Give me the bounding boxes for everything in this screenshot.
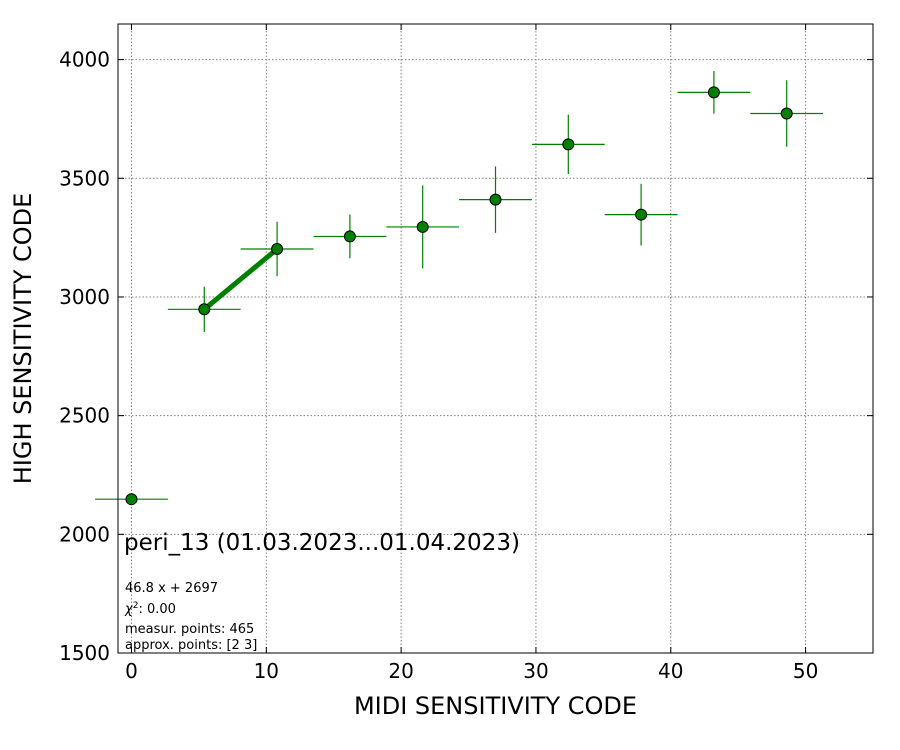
x-tick-label: 40 bbox=[658, 659, 683, 683]
x-tick-label: 50 bbox=[793, 659, 818, 683]
x-tick-label: 20 bbox=[388, 659, 413, 683]
data-point bbox=[707, 86, 720, 99]
x-tick-label: 0 bbox=[125, 659, 138, 683]
x-axis-label: MIDI SENSITIVITY CODE bbox=[354, 692, 637, 720]
y-tick-label: 3500 bbox=[59, 166, 110, 190]
y-tick-label: 2000 bbox=[59, 522, 110, 546]
x-tick-label: 30 bbox=[523, 659, 548, 683]
annotation-approx-points: approx. points: [2 3] bbox=[125, 638, 257, 653]
annotation-measur-points: measur. points: 465 bbox=[125, 622, 254, 637]
ticks: 0 10 20 30 40 50 1500 2000 2500 3000 3500 4000 bbox=[59, 24, 873, 683]
error-bars bbox=[95, 70, 824, 500]
x-tick-label: 10 bbox=[254, 659, 279, 683]
grid bbox=[118, 24, 873, 653]
y-tick-label: 1500 bbox=[59, 641, 110, 665]
y-tick-label: 3000 bbox=[59, 285, 110, 309]
fit-line-segment bbox=[202, 247, 279, 312]
data-point bbox=[271, 243, 284, 256]
data-point bbox=[562, 138, 575, 151]
data-point bbox=[489, 193, 502, 206]
data-point bbox=[198, 303, 211, 316]
data-point bbox=[343, 230, 356, 243]
data-points bbox=[125, 86, 793, 506]
fit-line bbox=[202, 247, 279, 312]
y-tick-label: 2500 bbox=[59, 404, 110, 428]
annotation-fit-equation: 46.8 x + 2697 bbox=[125, 581, 218, 596]
annotation-chi2-value: : 0.00 bbox=[138, 602, 175, 617]
y-tick-label: 4000 bbox=[59, 48, 110, 72]
data-point bbox=[416, 220, 429, 233]
data-point bbox=[125, 493, 138, 506]
plot-frame bbox=[117, 23, 874, 654]
y-axis-label: HIGH SENSITIVITY CODE bbox=[9, 193, 37, 485]
annotation-title: peri_13 (01.03.2023...01.04.2023) bbox=[124, 530, 520, 556]
annotation-chi2: χ2: 0.00 bbox=[124, 601, 176, 617]
data-point bbox=[780, 107, 793, 120]
data-point bbox=[635, 208, 648, 221]
